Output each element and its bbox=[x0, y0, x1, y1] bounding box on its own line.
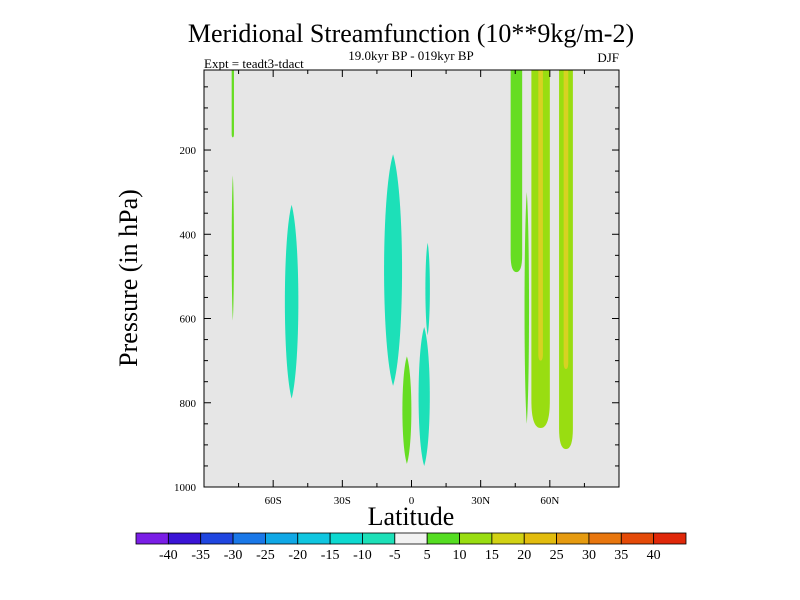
colorbar-swatch bbox=[556, 532, 590, 545]
colorbar-swatch bbox=[200, 532, 234, 545]
x-tick-label: 0 bbox=[409, 495, 415, 507]
colorbar-swatch bbox=[232, 532, 266, 545]
y-tick-label: 1000 bbox=[174, 482, 197, 494]
contour-cell-8S bbox=[384, 154, 403, 386]
colorbar-swatch bbox=[588, 532, 622, 545]
contour-nh-band-45N bbox=[510, 70, 523, 273]
x-tick-label: 60S bbox=[265, 495, 282, 507]
colorbar-label: 25 bbox=[550, 548, 564, 563]
colorbar-label: 5 bbox=[424, 548, 431, 563]
y-tick-label: 200 bbox=[180, 145, 197, 157]
colorbar-label: -5 bbox=[389, 548, 401, 563]
colorbar-label: -15 bbox=[321, 548, 340, 563]
colorbar-label: 40 bbox=[647, 548, 661, 563]
contour-cell-5N bbox=[418, 326, 430, 466]
y-tick-label: 600 bbox=[180, 314, 197, 326]
colorbar-label: -25 bbox=[256, 548, 275, 563]
contour-cell-eq-lower bbox=[402, 356, 412, 464]
chart-subtitle: 19.0kyr BP - 019kyr BP bbox=[348, 48, 474, 63]
colorbar-swatch bbox=[394, 532, 428, 545]
y-tick-label: 800 bbox=[180, 398, 197, 410]
colorbar-swatch bbox=[523, 532, 557, 545]
colorbar-swatch bbox=[426, 532, 460, 545]
colorbar-label: 35 bbox=[614, 548, 628, 563]
colorbar-label: 20 bbox=[517, 548, 531, 563]
contour-sh-high-lat-strip-lower bbox=[231, 175, 234, 321]
y-tick-label: 400 bbox=[180, 229, 197, 241]
season-label: DJF bbox=[597, 50, 619, 65]
contour-nh-band-66N-core bbox=[563, 70, 569, 370]
colorbar-swatch bbox=[167, 532, 202, 545]
contour-nh-band-50N-lower bbox=[524, 192, 530, 424]
chart-title: Meridional Streamfunction (10**9kg/m-2) bbox=[188, 19, 634, 48]
colorbar-swatch bbox=[620, 532, 655, 545]
experiment-label: Expt = teadt3-tdact bbox=[204, 56, 304, 71]
contour-cell-50S bbox=[284, 204, 299, 399]
colorbar-swatch bbox=[265, 532, 299, 545]
colorbar: -40 -35 -30 -25 -20 -15 -10 -5 5 10 15 20 25 30 35 40 bbox=[135, 532, 687, 563]
axis-ticks: 60S 30S 0 30N 60N 200 400 600 800 1000 bbox=[174, 70, 620, 507]
contour-cell-eq-thin bbox=[425, 242, 430, 336]
contour-nh-band-55N-core bbox=[538, 70, 543, 361]
colorbar-swatch bbox=[297, 532, 331, 545]
colorbar-label: -35 bbox=[191, 548, 210, 563]
x-axis-label: Latitude bbox=[368, 502, 455, 531]
colorbar-label: -40 bbox=[159, 548, 178, 563]
x-tick-label: 60N bbox=[540, 495, 559, 507]
colorbar-swatch bbox=[135, 532, 169, 545]
colorbar-label: -20 bbox=[288, 548, 307, 563]
x-tick-label: 30N bbox=[471, 495, 490, 507]
x-tick-label: 30S bbox=[334, 495, 351, 507]
colorbar-swatch bbox=[491, 532, 525, 545]
y-axis-label: Pressure (in hPa) bbox=[114, 189, 143, 367]
colorbar-label: 30 bbox=[582, 548, 596, 563]
colorbar-swatch bbox=[653, 532, 687, 545]
plot-background bbox=[204, 70, 619, 487]
contour-features bbox=[231, 70, 573, 466]
colorbar-swatch bbox=[362, 532, 396, 545]
colorbar-label: 15 bbox=[485, 548, 499, 563]
colorbar-label: -30 bbox=[224, 548, 243, 563]
colorbar-swatch bbox=[459, 532, 493, 545]
colorbar-swatch bbox=[329, 532, 363, 545]
colorbar-label: -10 bbox=[353, 548, 372, 563]
contour-sh-high-lat-strip bbox=[231, 70, 234, 138]
colorbar-label: 10 bbox=[453, 548, 467, 563]
